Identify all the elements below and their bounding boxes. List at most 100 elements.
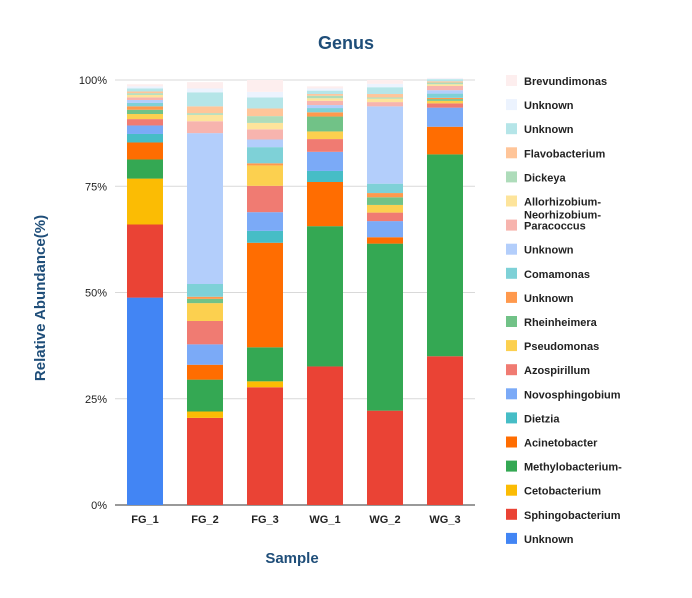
legend-item: Unknown [506,291,574,305]
bar-segment [127,297,163,505]
legend-item: Methylobacterium- [506,460,622,474]
bar-segment [367,193,403,198]
bar-segment [427,78,463,80]
x-tick-label: WG_1 [309,514,340,526]
legend-swatch [506,171,517,183]
bar-segment [307,86,343,89]
bar-segment [427,93,463,98]
legend-swatch [506,436,517,448]
bar-segment [187,82,223,89]
bar-segment [307,116,343,132]
bar-segment [247,242,283,348]
y-axis-title: Relative Abundance(%) [32,215,49,381]
bar-segment [187,298,223,304]
bar-segment [127,178,163,225]
legend-label: Novosphingobium [524,389,621,401]
y-axis-ticks: 0% 25% 50% 75% 100% [79,75,107,512]
bar-segment [307,105,343,109]
y-tick-label: 50% [85,288,107,300]
bar-segment [187,114,223,122]
bar-segment [427,81,463,83]
legend-swatch [506,123,517,135]
bar-segment [367,98,403,103]
bar-segment [187,113,223,115]
bar-group-FG_2 [187,82,223,505]
bar-segment [247,347,283,382]
bar-segment [427,97,463,100]
bar-segment [367,183,403,194]
bar-segment [367,243,403,411]
legend: Brevundimonas Unknown Unknown Flavobacteriu… [506,75,622,546]
legend-item: Comamonas [506,267,590,281]
legend-swatch [506,484,517,496]
legend-swatch [506,460,517,472]
bar-group-FG_3 [247,80,283,505]
bar-segment [307,98,343,101]
bar-group-WG_3 [427,77,463,505]
bar-segment [307,131,343,140]
bar-segment [367,197,403,205]
legend-swatch [506,243,517,255]
y-tick-label: 75% [85,181,107,193]
legend-item: Rheinheimera [506,316,598,329]
bar-segment [247,163,283,166]
bar-segment [427,85,463,91]
legend-item: Paracoccus [506,219,586,233]
bar-segment [307,95,343,99]
bar-segment [127,93,163,95]
bar-segment [127,224,163,298]
bar-segment [367,106,403,184]
legend-item: Azospirillum [506,364,590,377]
legend-swatch [506,99,517,111]
legend-label: Sphingobacterium [524,510,621,522]
bar-segment [247,165,283,186]
bar-segment [187,364,223,380]
bar-segment [367,87,403,95]
bar-segment [427,99,463,101]
bar-group-WG_2 [367,80,403,505]
bar-segment [427,356,463,505]
legend-item: Sphingobacterium [506,508,621,522]
bar-segment [247,129,283,140]
x-tick-label: FG_2 [191,514,219,526]
legend-swatch [506,195,517,207]
bar-segment [367,237,403,244]
bar-segment [247,185,283,213]
bar-segment [367,97,403,99]
x-tick-label: WG_3 [429,514,460,526]
legend-swatch [506,412,517,424]
legend-swatch [506,291,517,303]
bar-segment [127,94,163,98]
bar-segment [127,88,163,92]
legend-item: Dietzia [506,412,560,425]
legend-label: Unknown [524,124,574,136]
bar-segment [427,154,463,357]
x-axis-title: Sample [265,550,318,567]
bar-segment [307,100,343,106]
bar-segment [127,99,163,103]
legend-item: Unknown [506,532,574,546]
bar-segment [127,114,163,120]
bar-segment [367,94,403,98]
x-tick-label: WG_2 [369,514,400,526]
bar-segment [367,410,403,505]
bar-segment [187,344,223,365]
bar-segment [127,106,163,110]
bar-segment [367,83,403,88]
legend-swatch [506,316,517,327]
bar-segment [307,90,343,95]
bar-segment [127,119,163,126]
bar-segment [247,80,283,92]
legend-label: Azospirillum [524,365,590,377]
legend-item: Allorhizobium-Neorhizobium- [506,195,601,222]
bar-segment [427,79,463,82]
bar-segment [307,139,343,152]
y-tick-label: 100% [79,75,107,87]
bar-segment [187,320,223,345]
bar-segment [187,88,223,93]
bar-segment [427,82,463,85]
bar-segment [307,112,343,117]
legend-item: Novosphingobium [506,388,621,401]
legend-item: Brevundimonas [506,75,607,88]
bar-segment [187,411,223,418]
